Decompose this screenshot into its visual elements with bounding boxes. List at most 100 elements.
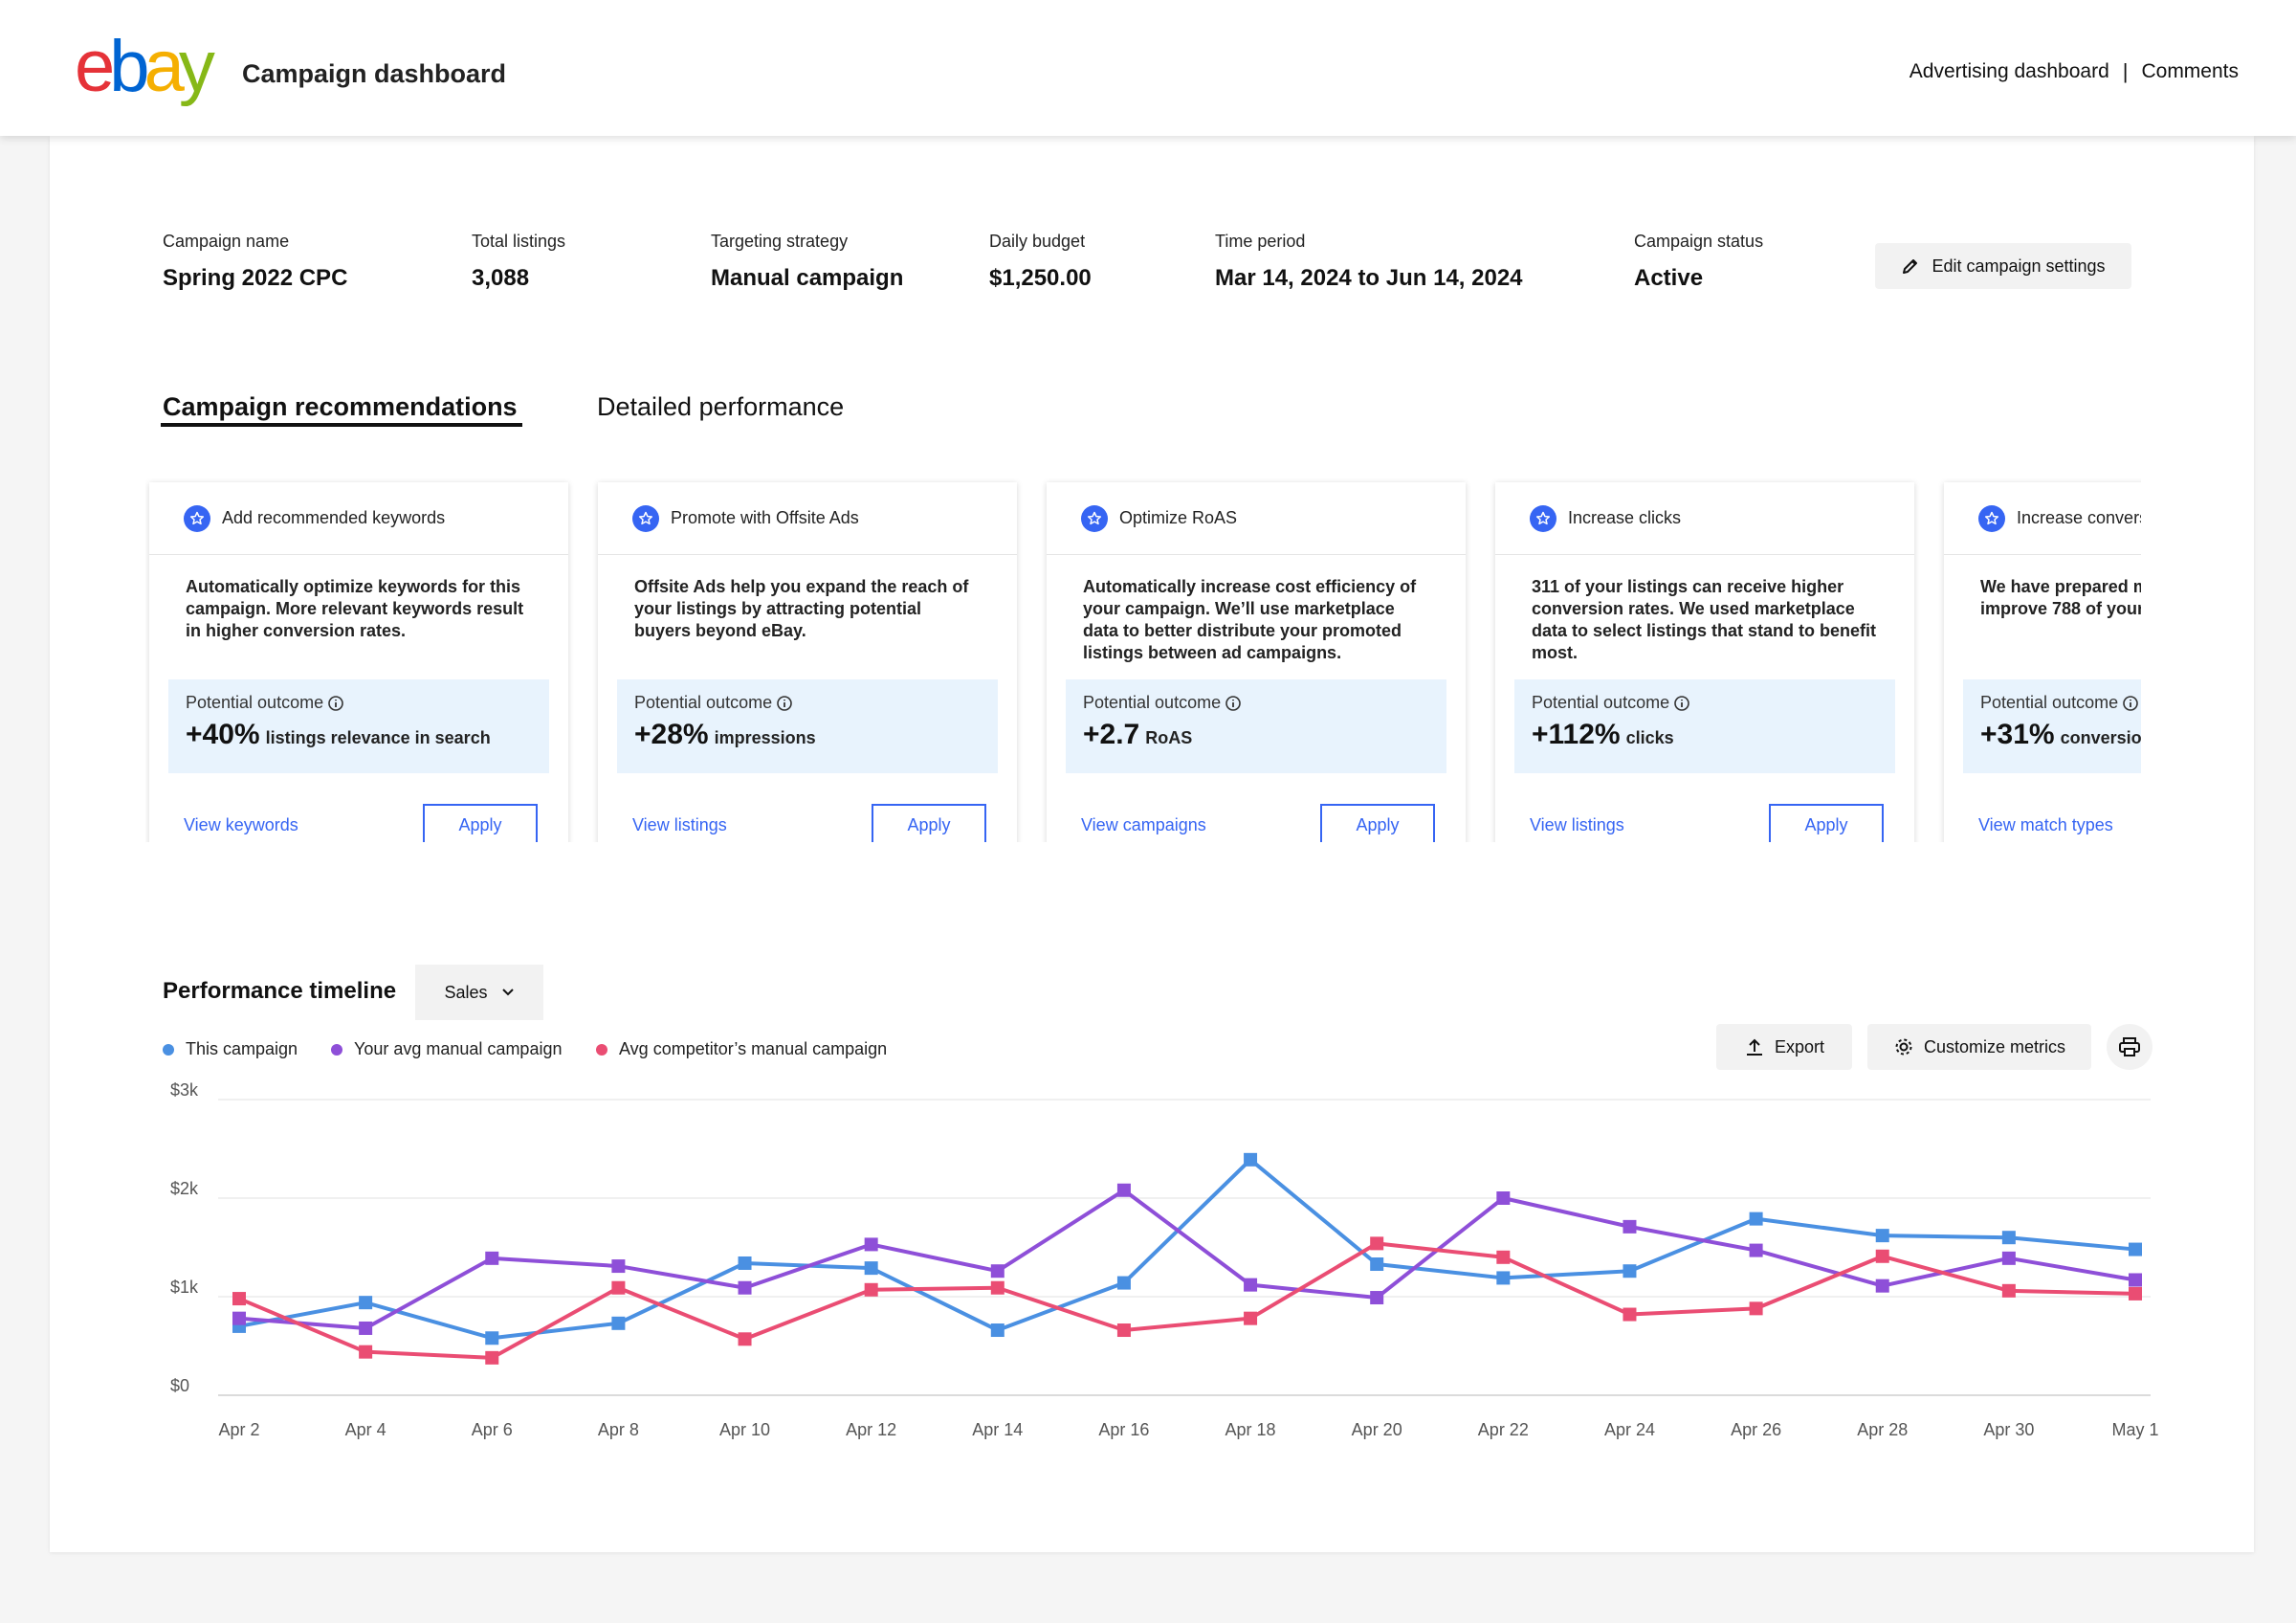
- card-view-link[interactable]: View campaigns: [1081, 815, 1206, 834]
- outcome-value: +2.7: [1083, 719, 1140, 750]
- apply-button[interactable]: Apply: [423, 804, 538, 842]
- legend-item-avg-manual: Your avg manual campaign: [331, 1039, 562, 1059]
- advertising-dashboard-link[interactable]: Advertising dashboard: [1909, 60, 2109, 82]
- x-tick-label: Apr 26: [1731, 1420, 1781, 1439]
- card-description: We have prepared match types that can im…: [1980, 577, 2141, 618]
- outcome-value: +28%: [634, 719, 709, 750]
- data-point: [1623, 1264, 1637, 1278]
- y-tick-label: $0: [170, 1376, 189, 1395]
- card-footer: View match typesApply: [1944, 804, 2141, 842]
- edit-campaign-settings-button[interactable]: Edit campaign settings: [1875, 243, 2131, 289]
- star-badge: [632, 504, 659, 532]
- summary-total-listings: Total listings 3,088: [472, 232, 565, 292]
- summary-value: $1,250.00: [989, 265, 1092, 291]
- data-point: [1496, 1271, 1511, 1285]
- apply-button[interactable]: Apply: [872, 804, 986, 842]
- metric-dropdown[interactable]: Sales: [415, 965, 543, 1020]
- info-icon[interactable]: [1225, 695, 1242, 712]
- outcome-row: +40% listings relevance in search: [186, 719, 532, 751]
- data-point: [359, 1321, 373, 1335]
- data-point: [2001, 1251, 2016, 1265]
- legend-dot: [596, 1043, 607, 1056]
- card-header: Promote with Offsite Ads: [598, 482, 1017, 555]
- star-badge: [1978, 504, 2005, 532]
- x-tick-label: Apr 10: [719, 1420, 770, 1439]
- card-view-link[interactable]: View match types: [1978, 815, 2113, 834]
- comments-link[interactable]: Comments: [2141, 60, 2239, 82]
- card-view-link[interactable]: View listings: [1530, 815, 1624, 834]
- x-tick-label: Apr 12: [846, 1420, 896, 1439]
- x-tick-label: Apr 8: [598, 1420, 639, 1439]
- outcome-label: Potential outcome: [1980, 693, 2119, 712]
- y-tick-label: $1k: [170, 1278, 199, 1297]
- apply-button[interactable]: Apply: [1320, 804, 1435, 842]
- series-line: [238, 1241, 2136, 1360]
- summary-value: Spring 2022 CPC: [163, 265, 348, 291]
- star-icon: [1087, 511, 1102, 524]
- recommendation-card: Optimize RoAS Automatically increase cost…: [1047, 482, 1466, 842]
- data-point: [2129, 1286, 2142, 1301]
- recommendation-carousel: Add recommended keywords Automatically op…: [145, 478, 2141, 842]
- logo-letter: a: [144, 26, 185, 107]
- card-view-link[interactable]: View listings: [632, 815, 727, 834]
- star-badge: [184, 504, 210, 532]
- outcome-metric: impressions: [714, 728, 816, 747]
- outcome-label-row: Potential outcome: [1980, 693, 2141, 713]
- summary-label: Campaign status: [1634, 232, 1764, 251]
- data-point: [611, 1280, 626, 1295]
- data-point: [232, 1292, 246, 1306]
- print-button[interactable]: [2107, 1024, 2152, 1070]
- data-point: [864, 1282, 878, 1297]
- outcome-row: +2.7 RoAS: [1083, 719, 1429, 751]
- legend-item-this-campaign: This campaign: [163, 1039, 298, 1059]
- data-point: [1875, 1278, 1889, 1293]
- link-separator: |: [2122, 59, 2129, 83]
- info-icon[interactable]: [327, 695, 344, 712]
- legend-item-competitor: Avg competitor’s manual campaign: [596, 1039, 887, 1059]
- customize-metrics-button[interactable]: Customize metrics: [1867, 1024, 2091, 1070]
- card-title: Increase conversions: [2017, 508, 2141, 527]
- star-icon: [638, 511, 653, 524]
- x-tick-label: Apr 6: [472, 1420, 513, 1439]
- star-icon: [189, 511, 205, 524]
- data-point: [232, 1311, 246, 1325]
- card-header: Optimize RoAS: [1047, 482, 1466, 555]
- card-title: Optimize RoAS: [1119, 508, 1238, 527]
- legend-dot: [331, 1043, 342, 1056]
- data-point: [1116, 1276, 1131, 1290]
- apply-button[interactable]: Apply: [1769, 804, 1884, 842]
- summary-label: Targeting strategy: [711, 232, 849, 251]
- card-view-link[interactable]: View keywords: [184, 815, 298, 834]
- legend-label: This campaign: [186, 1039, 298, 1058]
- star-icon: [1984, 511, 1999, 524]
- data-point: [485, 1251, 499, 1265]
- export-button[interactable]: Export: [1716, 1024, 1852, 1070]
- x-tick-label: Apr 4: [345, 1420, 386, 1439]
- data-point: [1244, 1311, 1258, 1325]
- outcome-label: Potential outcome: [186, 693, 324, 712]
- info-icon[interactable]: [1673, 695, 1690, 712]
- outcome-label: Potential outcome: [1083, 693, 1222, 712]
- tab-detailed-performance[interactable]: Detailed performance: [597, 392, 845, 421]
- data-point: [990, 1264, 1004, 1278]
- summary-value: Mar 14, 2024 to Jun 14, 2024: [1215, 265, 1523, 291]
- x-tick-label: Apr 24: [1604, 1420, 1655, 1439]
- data-point: [2129, 1242, 2142, 1256]
- outcome-value: +40%: [186, 719, 260, 750]
- info-icon[interactable]: [776, 695, 793, 712]
- tab-campaign-recommendations[interactable]: Campaign recommendations: [163, 392, 518, 421]
- active-tab-underline: [161, 423, 522, 427]
- legend-label: Avg competitor’s manual campaign: [619, 1039, 888, 1058]
- star-icon: [1535, 511, 1551, 524]
- x-tick-label: Apr 30: [1983, 1420, 2034, 1439]
- data-point: [1875, 1249, 1889, 1263]
- printer-icon: [2119, 1037, 2140, 1056]
- recommendation-card: Increase clicks 311 of your listings can …: [1495, 482, 1914, 842]
- card-footer: View campaigns Apply: [1047, 804, 1466, 842]
- info-icon[interactable]: [2122, 695, 2139, 712]
- card-footer: View listings Apply: [598, 804, 1017, 842]
- gear-icon: [1895, 1038, 1912, 1056]
- data-point: [864, 1237, 878, 1252]
- upload-icon: [1746, 1038, 1762, 1056]
